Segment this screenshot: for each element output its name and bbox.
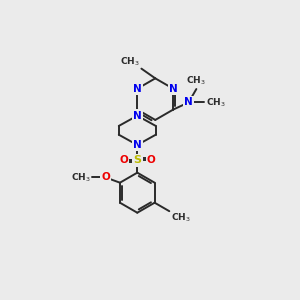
Text: O: O bbox=[147, 155, 155, 165]
Text: CH$_3$: CH$_3$ bbox=[120, 56, 140, 68]
Text: N: N bbox=[169, 84, 178, 94]
Text: O: O bbox=[119, 155, 128, 165]
Text: S: S bbox=[133, 155, 141, 165]
Text: N: N bbox=[133, 84, 142, 94]
Text: O: O bbox=[101, 172, 110, 182]
Text: CH$_3$: CH$_3$ bbox=[187, 75, 206, 88]
Text: N: N bbox=[133, 111, 142, 121]
Text: N: N bbox=[133, 140, 142, 150]
Text: CH$_3$: CH$_3$ bbox=[71, 171, 91, 184]
Text: CH$_3$: CH$_3$ bbox=[171, 212, 190, 224]
Text: N: N bbox=[184, 98, 193, 107]
Text: CH$_3$: CH$_3$ bbox=[206, 96, 225, 109]
